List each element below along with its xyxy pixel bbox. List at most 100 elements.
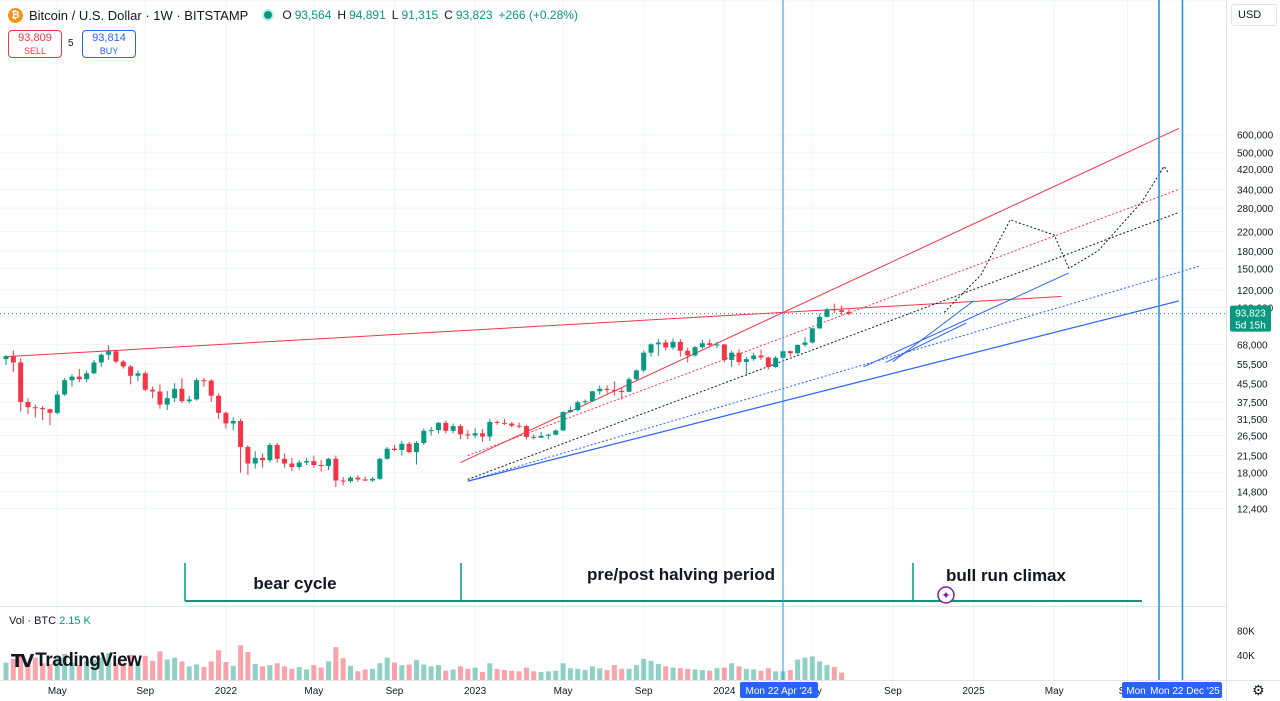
trend-lines bbox=[5, 128, 1201, 482]
candle-body bbox=[567, 410, 573, 412]
sell-label: SELL bbox=[23, 46, 47, 56]
open-label: O bbox=[282, 8, 292, 22]
candle-body bbox=[230, 420, 236, 424]
y-tick-label: 18,000 bbox=[1237, 469, 1268, 480]
resistance-line bbox=[5, 295, 1062, 358]
y-tick-label: 68,000 bbox=[1237, 341, 1268, 352]
volume-bar bbox=[179, 661, 185, 680]
y-tick-label: 14,800 bbox=[1237, 488, 1268, 499]
date-marker-label: Mon 22 Dec '25 bbox=[1150, 686, 1220, 697]
buy-label: BUY bbox=[99, 46, 119, 56]
candle-body bbox=[84, 373, 90, 380]
candle-body bbox=[25, 401, 31, 408]
sell-button[interactable]: 93,809 SELL bbox=[8, 30, 62, 58]
volume-bar bbox=[516, 671, 522, 680]
volume-bar bbox=[245, 652, 251, 680]
volume-bar bbox=[494, 668, 500, 680]
volume-bar bbox=[670, 667, 676, 680]
candle-body bbox=[326, 458, 332, 467]
candle-body bbox=[267, 444, 273, 461]
volume-bar bbox=[282, 666, 288, 680]
candle-body bbox=[472, 433, 478, 436]
y-tick-label: 600,000 bbox=[1237, 131, 1274, 142]
tradingview-logo[interactable]: TV TradingView bbox=[11, 650, 142, 672]
currency-select[interactable]: USD bbox=[1231, 4, 1277, 26]
candle-body bbox=[604, 388, 610, 390]
candle-body bbox=[238, 420, 244, 448]
last-price-tag bbox=[1230, 305, 1271, 332]
candle-body bbox=[201, 380, 207, 382]
logo-text: TradingView bbox=[35, 650, 142, 671]
volume-bar bbox=[685, 668, 691, 680]
candle-body bbox=[663, 342, 669, 348]
candle-body bbox=[384, 448, 390, 459]
sell-price: 93,809 bbox=[18, 32, 52, 44]
volume-bar bbox=[216, 650, 222, 680]
volume-bar bbox=[172, 657, 178, 680]
x-tick-label: 2023 bbox=[464, 686, 487, 697]
symbol-title[interactable]: Bitcoin / U.S. Dollar · 1W · BITSTAMP bbox=[29, 7, 249, 23]
date-marker-label: Mon 22 Apr '24 bbox=[746, 686, 813, 697]
volume-bar bbox=[98, 657, 104, 680]
volume-bar bbox=[487, 663, 493, 680]
volume-bar bbox=[289, 668, 295, 680]
bitcoin-icon: ₿ bbox=[8, 7, 23, 23]
volume-bar bbox=[62, 653, 68, 680]
volume-bar bbox=[326, 661, 332, 680]
candle-body bbox=[597, 388, 603, 392]
volume-bar bbox=[333, 647, 339, 680]
volume-bar bbox=[186, 666, 192, 680]
projection-arrowhead bbox=[1159, 165, 1169, 173]
volume-bar bbox=[626, 668, 632, 680]
candle-body bbox=[40, 408, 46, 410]
candle-body bbox=[98, 354, 104, 363]
volume-bar bbox=[391, 662, 397, 680]
candle-body bbox=[32, 407, 38, 409]
candle-body bbox=[736, 352, 742, 362]
candle-body bbox=[509, 423, 515, 426]
buy-price: 93,814 bbox=[92, 32, 126, 44]
gear-icon[interactable]: ⚙ bbox=[1252, 683, 1265, 699]
volume-tick-label: 40K bbox=[1237, 651, 1255, 662]
candle-body bbox=[186, 399, 192, 402]
volume-bar bbox=[443, 670, 449, 680]
volume-bar bbox=[362, 669, 368, 680]
volume-bar bbox=[509, 670, 515, 680]
volume-bar bbox=[76, 665, 82, 680]
tradingview-logo-icon: TV bbox=[11, 650, 34, 672]
y-tick-label: 45,500 bbox=[1237, 379, 1268, 390]
candle-body bbox=[157, 391, 163, 405]
volume-bar bbox=[40, 663, 46, 680]
volume-bar bbox=[223, 662, 229, 680]
buy-button[interactable]: 93,814 BUY bbox=[82, 30, 136, 58]
volume-bar bbox=[531, 671, 537, 680]
volume-legend: Vol · BTC 2.15 K bbox=[9, 615, 91, 627]
y-tick-label: 26,500 bbox=[1237, 431, 1268, 442]
candle-body bbox=[421, 430, 427, 444]
candle-body bbox=[802, 342, 808, 345]
volume-bar bbox=[428, 666, 434, 680]
x-tick-label: 2025 bbox=[962, 686, 985, 697]
volume-bar bbox=[54, 657, 60, 680]
y-tick-label: 150,000 bbox=[1237, 264, 1274, 275]
volume-bar bbox=[91, 659, 97, 680]
x-tick-label: May bbox=[304, 686, 323, 697]
volume-bar bbox=[413, 660, 419, 680]
low-label: L bbox=[391, 8, 399, 22]
volume-bar bbox=[817, 661, 823, 680]
candles bbox=[3, 303, 852, 488]
y-tick-label: 500,000 bbox=[1237, 148, 1274, 159]
y-tick-label: 420,000 bbox=[1237, 165, 1274, 176]
cycle-annotation: bear cycle bbox=[253, 574, 336, 593]
ohlc-values: O 93,564 H 94,891 L 91,315 C 93,823 +266 (+0… bbox=[282, 8, 581, 22]
volume-bar bbox=[831, 666, 837, 680]
candle-body bbox=[18, 362, 24, 402]
volume-bar bbox=[707, 670, 713, 680]
candle-body bbox=[479, 433, 485, 437]
candle-body bbox=[560, 411, 566, 431]
volume-bar bbox=[457, 666, 463, 680]
volume-bar bbox=[619, 668, 625, 680]
volume-bar bbox=[106, 653, 112, 680]
volume-bar bbox=[553, 670, 559, 680]
